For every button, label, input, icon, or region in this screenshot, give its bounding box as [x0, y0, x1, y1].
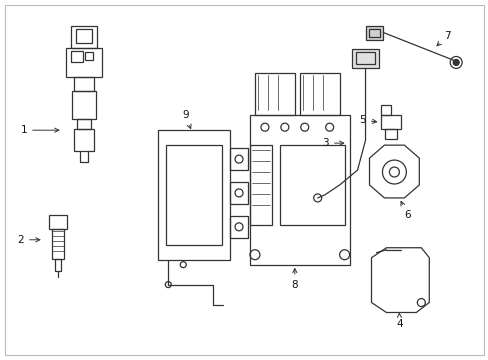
Bar: [76, 28, 91, 42]
Bar: [65, 48, 102, 77]
Text: 8: 8: [291, 269, 298, 289]
Text: 1: 1: [20, 125, 59, 135]
Bar: [229, 182, 247, 204]
Bar: [365, 26, 383, 40]
Bar: [71, 26, 96, 48]
Bar: [74, 77, 93, 91]
Bar: [71, 50, 82, 62]
Bar: [55, 259, 61, 271]
Text: 7: 7: [436, 31, 449, 46]
Bar: [229, 148, 247, 170]
Bar: [249, 145, 271, 225]
Bar: [249, 115, 349, 265]
Bar: [254, 73, 294, 115]
Bar: [74, 129, 93, 151]
Bar: [72, 91, 95, 119]
Circle shape: [452, 59, 458, 66]
Text: 4: 4: [395, 313, 402, 329]
Bar: [158, 130, 229, 260]
Bar: [351, 49, 379, 68]
Bar: [229, 216, 247, 238]
Bar: [368, 28, 380, 37]
Text: 3: 3: [322, 138, 343, 148]
Bar: [49, 215, 66, 229]
Bar: [355, 53, 375, 64]
Bar: [166, 145, 222, 245]
Text: 5: 5: [359, 115, 376, 125]
Bar: [299, 73, 339, 115]
Text: 2: 2: [18, 235, 40, 245]
Bar: [52, 229, 63, 259]
Bar: [77, 119, 90, 129]
Text: 6: 6: [400, 202, 410, 220]
Bar: [385, 129, 397, 139]
Text: 9: 9: [182, 110, 191, 129]
Bar: [381, 115, 401, 129]
Bar: [84, 53, 92, 60]
Bar: [279, 145, 344, 225]
